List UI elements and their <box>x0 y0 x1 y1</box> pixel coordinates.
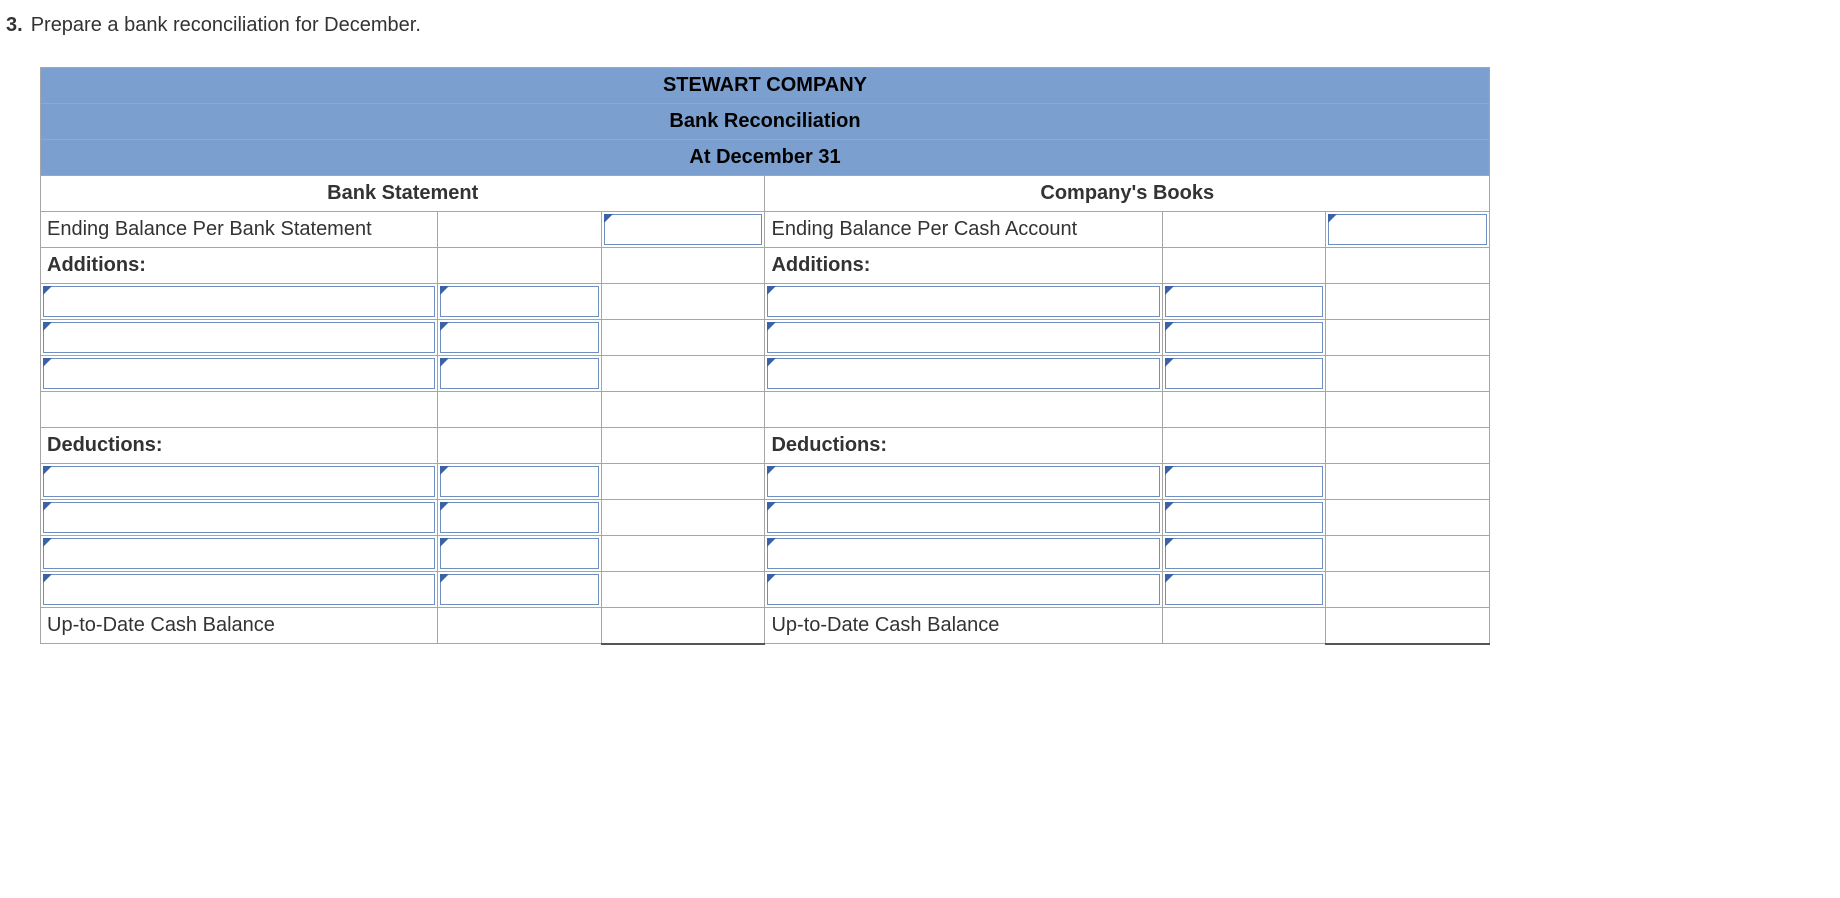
input-bank-deduction-desc-1[interactable] <box>41 464 438 500</box>
blank-cell <box>601 500 765 536</box>
blank-cell <box>601 536 765 572</box>
label-deductions-bank: Deductions: <box>41 428 438 464</box>
input-books-addition-amt-3[interactable] <box>1162 356 1326 392</box>
blank-cell <box>1326 284 1490 320</box>
blank-cell <box>1162 212 1326 248</box>
blank-cell <box>1326 392 1490 428</box>
col-header-bank-statement: Bank Statement <box>41 176 765 212</box>
input-books-addition-desc-2[interactable] <box>765 320 1162 356</box>
blank-cell <box>601 284 765 320</box>
label-uptodate-bank: Up-to-Date Cash Balance <box>41 608 438 644</box>
blank-cell <box>601 248 765 284</box>
input-books-deduction-amt-2[interactable] <box>1162 500 1326 536</box>
input-books-addition-amt-1[interactable] <box>1162 284 1326 320</box>
blank-cell <box>601 320 765 356</box>
label-ending-balance-bank: Ending Balance Per Bank Statement <box>41 212 438 248</box>
input-books-deduction-desc-1[interactable] <box>765 464 1162 500</box>
input-books-deduction-amt-4[interactable] <box>1162 572 1326 608</box>
blank-cell <box>1326 536 1490 572</box>
blank-cell <box>1326 428 1490 464</box>
label-deductions-books: Deductions: <box>765 428 1162 464</box>
blank-cell <box>438 428 602 464</box>
blank-cell <box>765 392 1162 428</box>
input-books-deduction-amt-1[interactable] <box>1162 464 1326 500</box>
input-bank-addition-desc-1[interactable] <box>41 284 438 320</box>
col-header-company-books: Company's Books <box>765 176 1490 212</box>
blank-cell <box>1162 608 1326 644</box>
input-bank-addition-amt-2[interactable] <box>438 320 602 356</box>
label-ending-balance-books: Ending Balance Per Cash Account <box>765 212 1162 248</box>
input-bank-addition-amt-3[interactable] <box>438 356 602 392</box>
input-books-deduction-amt-3[interactable] <box>1162 536 1326 572</box>
input-books-addition-desc-3[interactable] <box>765 356 1162 392</box>
label-uptodate-books: Up-to-Date Cash Balance <box>765 608 1162 644</box>
blank-cell <box>438 212 602 248</box>
header-company: STEWART COMPANY <box>41 68 1490 104</box>
blank-cell <box>1326 500 1490 536</box>
blank-cell <box>41 392 438 428</box>
header-date: At December 31 <box>41 140 1490 176</box>
blank-cell <box>601 572 765 608</box>
label-additions-bank: Additions: <box>41 248 438 284</box>
reconciliation-table: STEWART COMPANY Bank Reconciliation At D… <box>40 67 1490 645</box>
input-books-addition-desc-1[interactable] <box>765 284 1162 320</box>
blank-cell <box>601 392 765 428</box>
input-books-addition-amt-2[interactable] <box>1162 320 1326 356</box>
blank-cell <box>1326 248 1490 284</box>
input-bank-ending-balance[interactable] <box>601 212 765 248</box>
blank-cell <box>601 356 765 392</box>
blank-cell <box>1162 392 1326 428</box>
blank-cell <box>1326 320 1490 356</box>
blank-cell <box>1326 464 1490 500</box>
input-bank-deduction-amt-4[interactable] <box>438 572 602 608</box>
cell-books-uptodate-balance <box>1326 608 1490 644</box>
blank-cell <box>601 428 765 464</box>
label-additions-books: Additions: <box>765 248 1162 284</box>
input-bank-addition-desc-3[interactable] <box>41 356 438 392</box>
question-prompt: 3. Prepare a bank reconciliation for Dec… <box>0 0 1840 37</box>
input-books-ending-balance[interactable] <box>1326 212 1490 248</box>
question-number: 3. <box>6 14 23 37</box>
input-bank-deduction-desc-2[interactable] <box>41 500 438 536</box>
blank-cell <box>438 392 602 428</box>
input-bank-deduction-desc-4[interactable] <box>41 572 438 608</box>
question-text: Prepare a bank reconciliation for Decemb… <box>31 14 421 37</box>
input-bank-deduction-desc-3[interactable] <box>41 536 438 572</box>
blank-cell <box>1326 356 1490 392</box>
cell-bank-uptodate-balance <box>601 608 765 644</box>
input-bank-addition-amt-1[interactable] <box>438 284 602 320</box>
input-books-deduction-desc-3[interactable] <box>765 536 1162 572</box>
header-title: Bank Reconciliation <box>41 104 1490 140</box>
blank-cell <box>1162 248 1326 284</box>
input-books-deduction-desc-4[interactable] <box>765 572 1162 608</box>
input-bank-deduction-amt-2[interactable] <box>438 500 602 536</box>
input-bank-addition-desc-2[interactable] <box>41 320 438 356</box>
blank-cell <box>1162 428 1326 464</box>
blank-cell <box>438 248 602 284</box>
blank-cell <box>438 608 602 644</box>
blank-cell <box>601 464 765 500</box>
blank-cell <box>1326 572 1490 608</box>
input-bank-deduction-amt-1[interactable] <box>438 464 602 500</box>
input-books-deduction-desc-2[interactable] <box>765 500 1162 536</box>
input-bank-deduction-amt-3[interactable] <box>438 536 602 572</box>
